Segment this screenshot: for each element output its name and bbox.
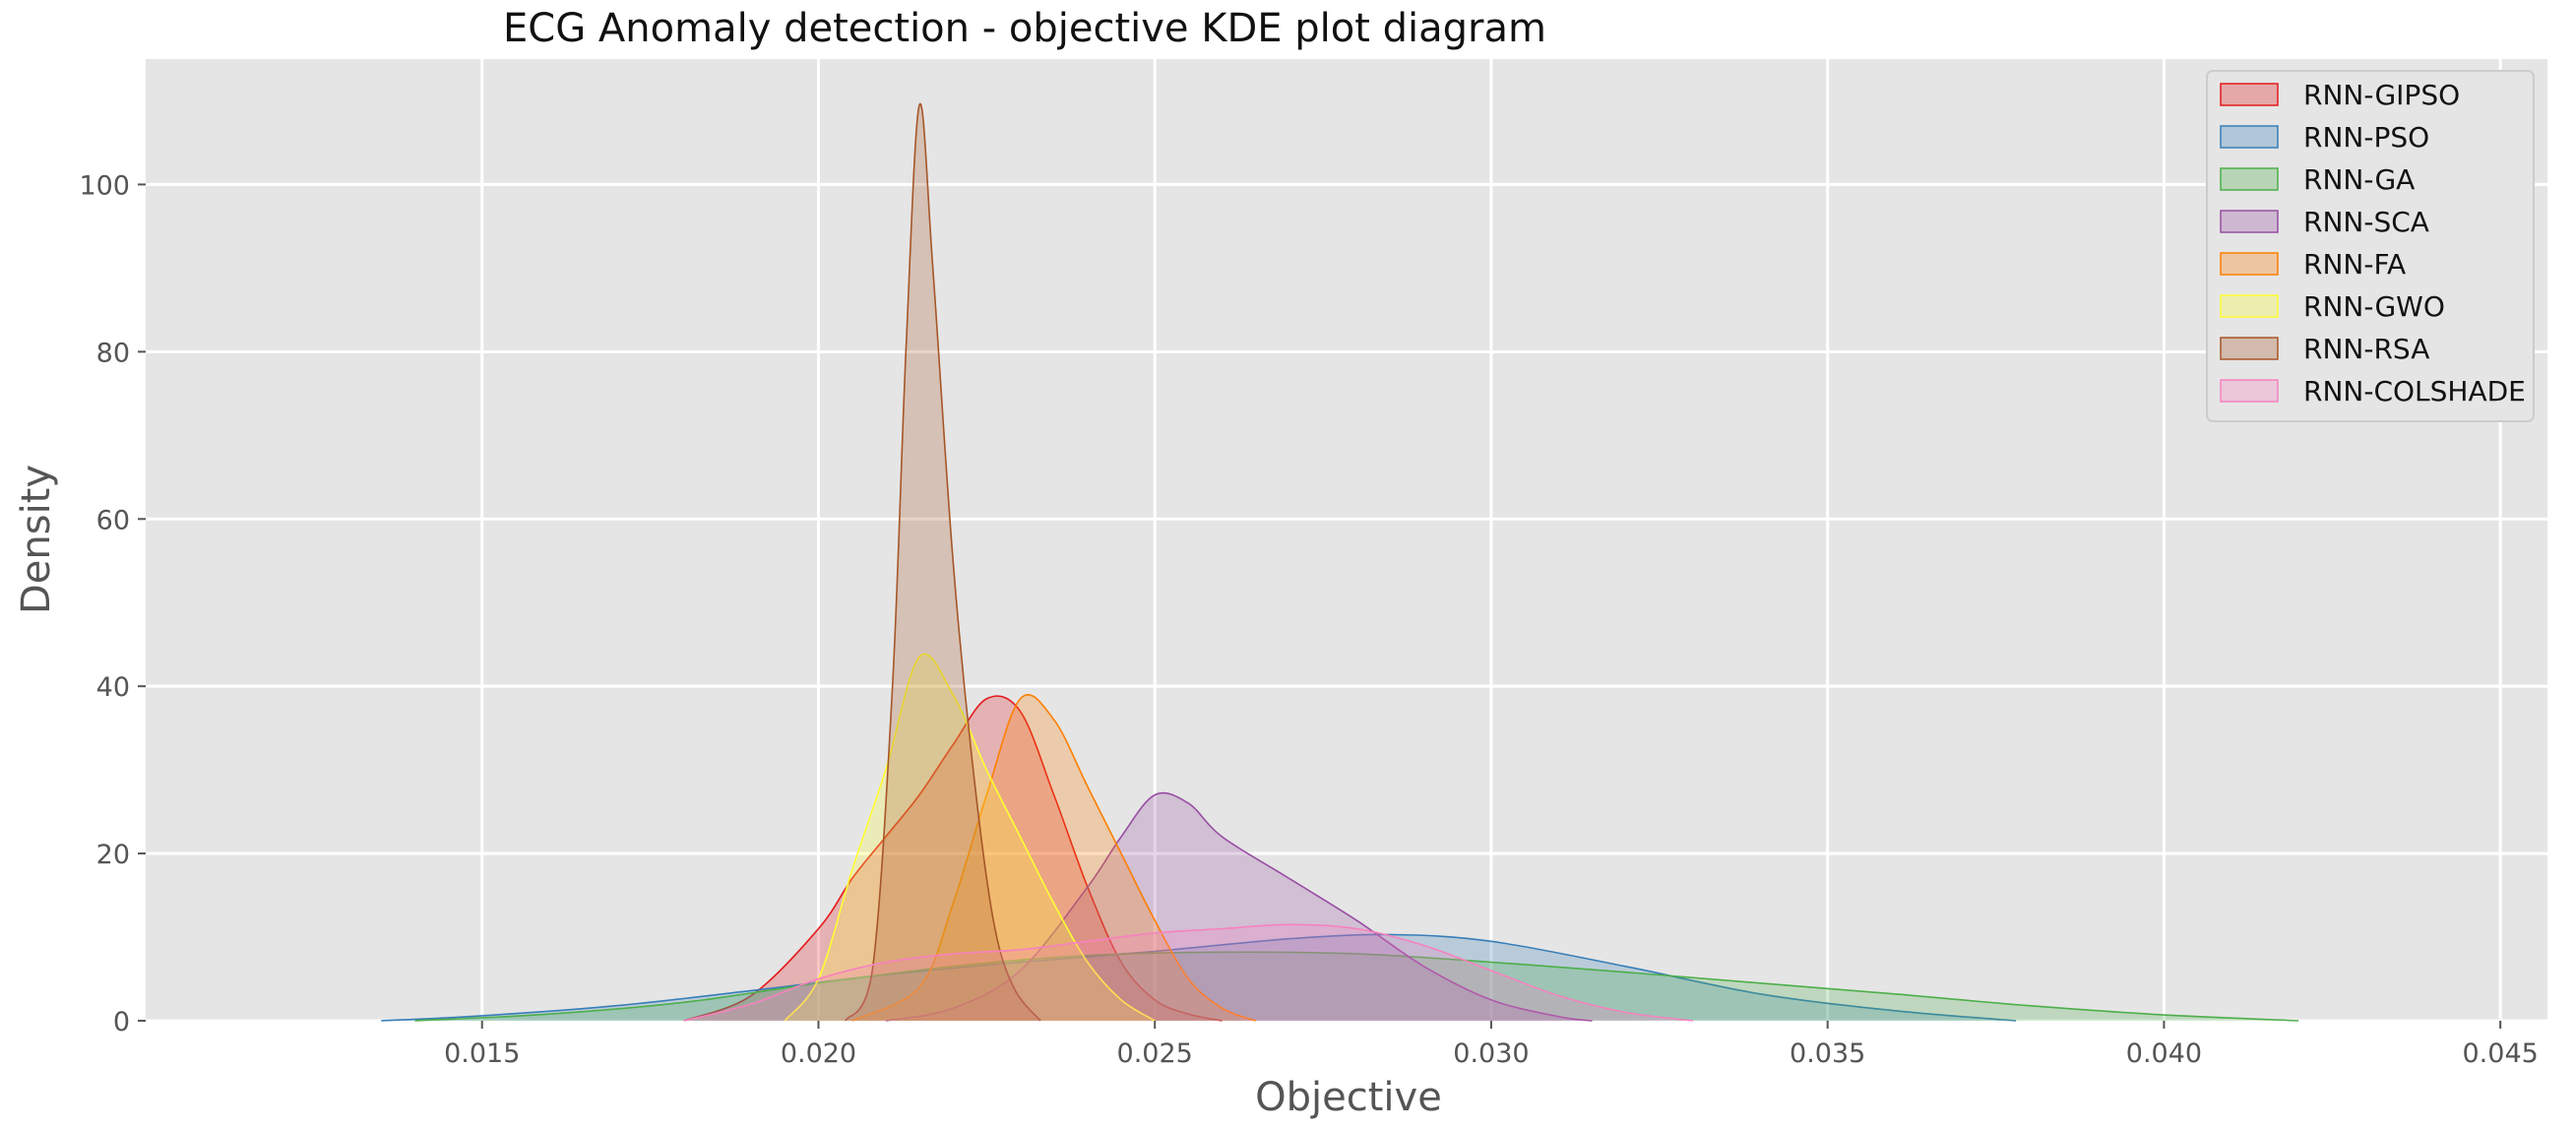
y-tick-label: 0 bbox=[113, 1007, 130, 1037]
area-rnn-colshade bbox=[683, 924, 1693, 1021]
line-rnn-sca bbox=[885, 791, 1593, 1022]
legend-swatch-rnn-gipso bbox=[2220, 83, 2279, 106]
area-rnn-rsa bbox=[845, 103, 1040, 1021]
y-tick-label: 20 bbox=[96, 840, 130, 870]
line-rnn-gwo bbox=[784, 653, 1156, 1022]
legend: RNN-GIPSO RNN-PSO RNN-GA RNN-SCA RNN-FA RNN-G… bbox=[2206, 70, 2535, 422]
legend-frame bbox=[2206, 70, 2535, 422]
legend-label-rnn-gwo: RNN-GWO bbox=[2303, 290, 2445, 323]
legend-swatch-rnn-rsa bbox=[2220, 337, 2279, 360]
legend-swatch-rnn-pso bbox=[2220, 125, 2279, 149]
density-areas bbox=[381, 102, 2299, 1022]
y-tick-label: 40 bbox=[96, 672, 130, 703]
line-rnn-fa bbox=[851, 693, 1256, 1022]
line-rnn-pso bbox=[381, 933, 2017, 1022]
line-rnn-ga bbox=[414, 951, 2299, 1022]
grid bbox=[146, 59, 2547, 1023]
x-tick-label: 0.045 bbox=[2463, 1038, 2539, 1069]
legend-swatch-rnn-colshade bbox=[2220, 379, 2279, 403]
x-tick-label: 0.020 bbox=[781, 1038, 856, 1069]
legend-label-rnn-rsa: RNN-RSA bbox=[2303, 333, 2429, 365]
x-tick-label: 0.035 bbox=[1790, 1038, 1865, 1069]
area-rnn-ga bbox=[414, 952, 2299, 1021]
x-tick-label: 0.030 bbox=[1453, 1038, 1529, 1069]
y-tick-label: 80 bbox=[96, 338, 130, 368]
legend-label-rnn-colshade: RNN-COLSHADE bbox=[2303, 375, 2526, 408]
x-tick-label: 0.040 bbox=[2126, 1038, 2202, 1069]
x-ticks: 0.015 0.020 0.025 0.030 0.035 0.040 0.045 bbox=[444, 1021, 2539, 1069]
chart-title: ECG Anomaly detection - objective KDE pl… bbox=[503, 6, 1546, 51]
legend-swatch-rnn-fa bbox=[2220, 252, 2279, 276]
legend-label-rnn-ga: RNN-GA bbox=[2303, 163, 2415, 196]
y-ticks: 0 20 40 60 80 100 bbox=[79, 170, 146, 1037]
legend-label-rnn-gipso: RNN-GIPSO bbox=[2303, 79, 2460, 111]
area-rnn-sca bbox=[885, 792, 1593, 1021]
legend-label-rnn-pso: RNN-PSO bbox=[2303, 121, 2429, 154]
legend-label-rnn-sca: RNN-SCA bbox=[2303, 206, 2429, 238]
line-rnn-rsa bbox=[845, 102, 1041, 1022]
line-rnn-colshade bbox=[683, 923, 1694, 1022]
y-axis-title: Density bbox=[14, 465, 59, 614]
x-tick-label: 0.015 bbox=[444, 1038, 520, 1069]
legend-swatch-rnn-ga bbox=[2220, 167, 2279, 191]
area-rnn-pso bbox=[381, 934, 2017, 1021]
area-rnn-fa bbox=[851, 694, 1256, 1021]
legend-swatch-rnn-sca bbox=[2220, 210, 2279, 233]
y-tick-label: 100 bbox=[79, 170, 130, 201]
x-tick-label: 0.025 bbox=[1117, 1038, 1193, 1069]
legend-label-rnn-fa: RNN-FA bbox=[2303, 248, 2406, 281]
plot-area bbox=[146, 59, 2547, 1021]
legend-swatch-rnn-gwo bbox=[2220, 294, 2279, 318]
y-tick-label: 60 bbox=[96, 505, 130, 535]
line-rnn-gipso bbox=[683, 695, 1223, 1022]
area-rnn-gipso bbox=[683, 696, 1223, 1021]
x-axis-title: Objective bbox=[1255, 1075, 1442, 1120]
